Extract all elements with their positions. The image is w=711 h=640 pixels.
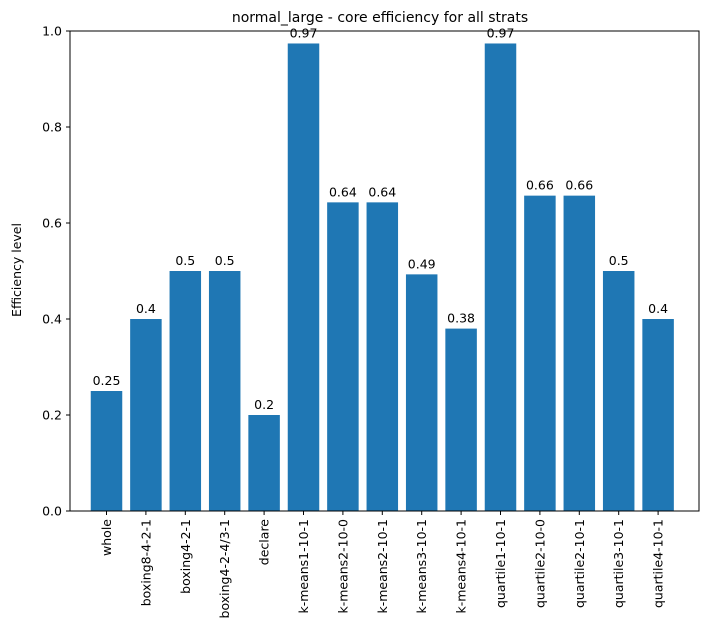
x-tick-label: quartile2-10-1 — [572, 519, 587, 608]
bars-group: 0.25 0.4 0.5 0.5 0.2 0.97 0.64 0.64 0.49 0.38 0.97… — [90, 25, 674, 512]
bar-data-label: 0.49 — [408, 256, 436, 271]
x-tick-label: boxing4-2-1 — [178, 519, 193, 594]
x-tick-label: quartile3-10-1 — [611, 519, 626, 608]
x-tick-label: k-means1-10-1 — [296, 519, 311, 614]
bar-data-label: 0.66 — [526, 178, 554, 193]
x-tick-label: whole — [99, 519, 114, 556]
x-tick-label: declare — [257, 519, 272, 565]
bar-data-label: 0.64 — [329, 184, 357, 199]
x-tick-label: quartile2-10-0 — [532, 519, 547, 608]
bar — [327, 202, 359, 512]
bar — [445, 328, 477, 511]
bar — [366, 202, 399, 512]
x-tick-label: boxing8-4-2-1 — [138, 519, 153, 606]
bar — [524, 195, 556, 511]
bar — [563, 195, 596, 511]
bar-data-label: 0.5 — [609, 253, 629, 268]
x-tick-label: boxing4-2-4/3-1 — [217, 519, 232, 618]
bar-data-label: 0.5 — [175, 253, 195, 268]
chart-title: normal_large - core efficiency for all s… — [232, 10, 528, 26]
bar-data-label: 0.38 — [447, 311, 475, 326]
bar-data-label: 0.97 — [290, 25, 318, 40]
x-tick-label: k-means2-10-0 — [335, 519, 350, 614]
x-tick-label: k-means3-10-1 — [414, 519, 429, 614]
y-tick-label: 1.0 — [42, 24, 62, 39]
bar-data-label: 0.4 — [136, 301, 156, 316]
bar — [90, 391, 123, 511]
bar — [169, 271, 202, 511]
x-tick-label: quartile1-10-1 — [493, 519, 508, 608]
y-tick-label: 0.4 — [42, 312, 62, 327]
bar — [287, 43, 320, 511]
x-tick-label: k-means4-10-1 — [454, 519, 469, 614]
bar — [484, 43, 517, 511]
x-tick-label: quartile4-10-1 — [651, 519, 666, 608]
bar — [130, 319, 162, 511]
bar-data-label: 0.64 — [368, 184, 396, 199]
plot-frame — [69, 30, 700, 512]
bar-data-label: 0.2 — [254, 397, 274, 412]
bar — [208, 271, 241, 511]
bar-data-label: 0.4 — [648, 301, 668, 316]
bar — [642, 319, 674, 511]
bar — [405, 274, 438, 511]
y-tick-label: 0.0 — [42, 504, 62, 519]
x-tick-label: k-means2-10-1 — [375, 519, 390, 614]
y-tick-label: 0.6 — [42, 216, 62, 231]
bar-data-label: 0.66 — [565, 178, 593, 193]
bar — [248, 415, 280, 511]
bar-data-label: 0.5 — [215, 253, 235, 268]
bar-data-label: 0.97 — [487, 25, 515, 40]
bar-data-label: 0.25 — [93, 373, 121, 388]
bar — [602, 271, 635, 511]
y-tick-label: 0.8 — [42, 120, 62, 135]
y-axis-label: Efficiency level — [9, 223, 24, 317]
y-tick-label: 0.2 — [42, 408, 62, 423]
ticks-group: 0.0 0.2 0.4 0.6 0.8 1.0 whole boxing8-4-2-1 boxi… — [42, 24, 665, 619]
